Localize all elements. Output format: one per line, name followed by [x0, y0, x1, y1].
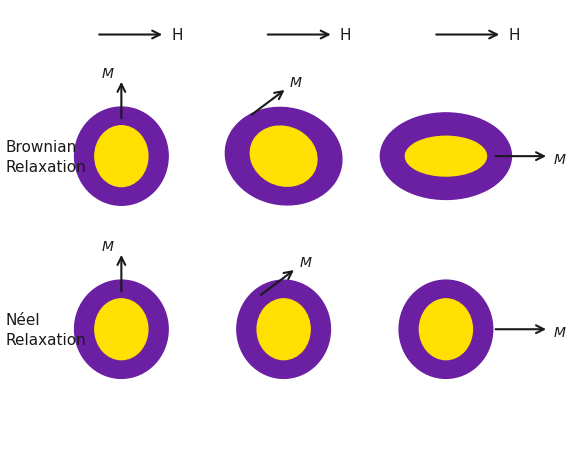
Text: H: H [171, 28, 183, 43]
Ellipse shape [74, 281, 168, 379]
Text: M: M [554, 153, 566, 167]
Text: M: M [299, 256, 311, 269]
Text: Néel
Relaxation: Néel Relaxation [6, 312, 87, 347]
Text: Brownian
Relaxation: Brownian Relaxation [6, 139, 87, 174]
Ellipse shape [237, 281, 331, 379]
Ellipse shape [420, 299, 472, 360]
Ellipse shape [380, 113, 512, 200]
Text: M: M [554, 325, 566, 339]
Text: H: H [508, 28, 520, 43]
Ellipse shape [74, 108, 168, 206]
Ellipse shape [226, 108, 342, 206]
Ellipse shape [257, 299, 310, 360]
Ellipse shape [399, 281, 493, 379]
Text: M: M [101, 67, 113, 81]
Ellipse shape [95, 126, 148, 187]
Text: M: M [290, 76, 302, 90]
Text: M: M [101, 239, 113, 253]
Ellipse shape [406, 137, 486, 177]
Ellipse shape [95, 299, 148, 360]
Text: H: H [340, 28, 352, 43]
Ellipse shape [250, 127, 317, 187]
